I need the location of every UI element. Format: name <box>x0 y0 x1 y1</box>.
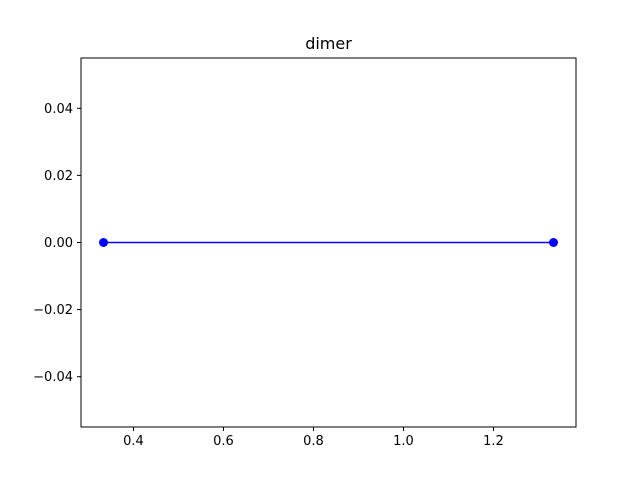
x-tick-label: 0.8 <box>303 434 324 449</box>
x-tick-label: 1.0 <box>393 434 414 449</box>
data-point <box>549 238 558 247</box>
x-tick-label: 1.2 <box>483 434 504 449</box>
data-point <box>99 238 108 247</box>
x-tick-label: 0.4 <box>123 434 144 449</box>
chart-title: dimer <box>305 34 352 53</box>
y-tick-label: 0.00 <box>44 236 73 251</box>
x-axis-ticks: 0.4 0.6 0.8 1.0 1.2 <box>123 427 504 449</box>
series-layer <box>99 238 558 247</box>
plot-frame <box>80 57 577 428</box>
y-tick-label: 0.02 <box>44 169 73 184</box>
x-tick-label: 0.6 <box>213 434 234 449</box>
y-tick-label: −0.02 <box>33 303 73 318</box>
y-tick-label: −0.04 <box>33 370 73 385</box>
y-tick-label: 0.04 <box>44 102 73 117</box>
y-axis-ticks: 0.04 0.02 0.00 −0.02 −0.04 <box>33 102 81 385</box>
